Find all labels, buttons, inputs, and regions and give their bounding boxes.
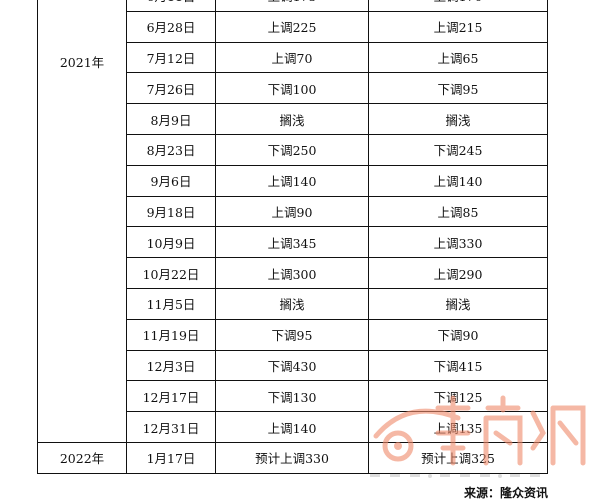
date-cell: 6月28日	[126, 10, 216, 43]
source-note: 来源：隆众资讯	[463, 486, 548, 500]
date-cell: 12月17日	[126, 380, 216, 413]
diesel-cell: 上调215	[368, 10, 548, 43]
date-cell: 9月6日	[126, 164, 216, 197]
gasoline-cell: 下调250	[215, 133, 369, 166]
table-row: 9月18日 上调90 上调85	[38, 195, 548, 228]
date-cell: 12月3日	[126, 349, 216, 382]
table-row: 10月9日 上调345 上调330	[38, 226, 548, 259]
diesel-cell: 下调415	[368, 349, 548, 382]
diesel-cell: 搁浅	[368, 103, 548, 135]
gasoline-cell: 搁浅	[215, 103, 369, 135]
gasoline-cell: 上调140	[215, 164, 369, 197]
gasoline-cell: 预计上调330	[215, 441, 369, 474]
diesel-cell: 上调330	[368, 226, 548, 259]
gasoline-cell: 上调140	[215, 411, 369, 443]
table-row: 7月26日 下调100 下调95	[38, 72, 548, 105]
gasoline-cell: 上调345	[215, 226, 369, 259]
diesel-cell: 下调245	[368, 133, 548, 166]
diesel-cell: 上调290	[368, 257, 548, 289]
year-cell: 2021年	[37, 0, 127, 443]
gasoline-cell: 下调430	[215, 349, 369, 382]
diesel-cell: 下调125	[368, 380, 548, 413]
table-row: 8月9日 搁浅 搁浅	[38, 103, 548, 135]
year-cell: 2022年	[37, 441, 127, 474]
gasoline-cell: 上调225	[215, 10, 369, 43]
date-cell: 8月23日	[126, 133, 216, 166]
date-cell: 8月9日	[126, 103, 216, 135]
diesel-cell: 下调90	[368, 318, 548, 351]
diesel-cell: 上调135	[368, 411, 548, 443]
price-adjustment-table: 2021年6月11日上调175上调1706月28日上调225上调2157月12日…	[37, 0, 548, 474]
table-row: 8月23日 下调250 下调245	[38, 133, 548, 166]
date-cell: 12月31日	[126, 411, 216, 443]
date-cell: 6月11日	[126, 0, 216, 12]
gasoline-cell: 上调175	[215, 0, 369, 12]
date-cell: 11月5日	[126, 287, 216, 320]
gasoline-cell: 上调70	[215, 41, 369, 74]
table-row: 11月5日 搁浅 搁浅	[38, 287, 548, 320]
gasoline-cell: 下调100	[215, 72, 369, 105]
date-cell: 7月26日	[126, 72, 216, 105]
table-row: 2021年6月11日上调175上调170	[37, 0, 548, 443]
gasoline-cell: 上调90	[215, 195, 369, 228]
gasoline-cell: 下调95	[215, 318, 369, 351]
table-row: 10月22日 上调300 上调290	[38, 257, 548, 289]
diesel-cell: 上调140	[368, 164, 548, 197]
date-cell: 10月22日	[126, 257, 216, 289]
table-row: 6月28日 上调225 上调215	[38, 10, 548, 43]
gasoline-cell: 搁浅	[215, 287, 369, 320]
table-row: 11月19日 下调95 下调90	[38, 318, 548, 351]
date-cell: 1月17日	[126, 441, 216, 474]
table-row: 2022年 1月17日 预计上调330 预计上调325	[37, 441, 548, 474]
diesel-cell: 下调95	[368, 72, 548, 105]
diesel-cell: 上调85	[368, 195, 548, 228]
gasoline-cell: 上调300	[215, 257, 369, 289]
table-row: 9月6日 上调140 上调140	[38, 164, 548, 197]
date-cell: 10月9日	[126, 226, 216, 259]
gasoline-cell: 下调130	[215, 380, 369, 413]
diesel-cell: 上调170	[368, 0, 548, 12]
diesel-cell: 上调65	[368, 41, 548, 74]
diesel-cell: 搁浅	[368, 287, 548, 320]
diesel-cell: 预计上调325	[368, 441, 548, 474]
date-cell: 7月12日	[126, 41, 216, 74]
table-row: 7月12日 上调70 上调65	[38, 41, 548, 74]
date-cell: 11月19日	[126, 318, 216, 351]
date-cell: 9月18日	[126, 195, 216, 228]
